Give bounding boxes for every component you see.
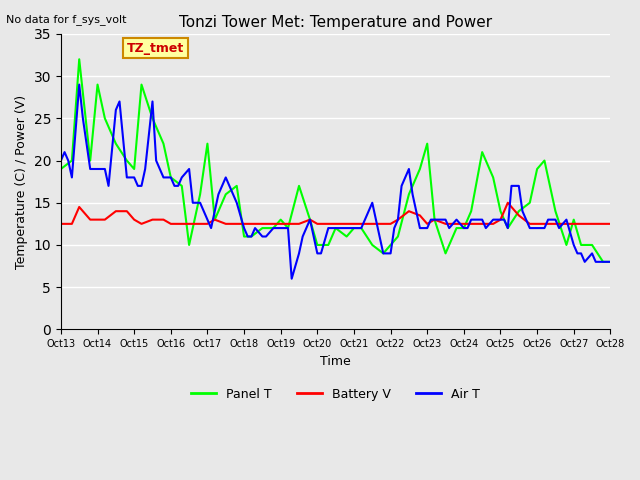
Battery V: [504, 200, 511, 205]
Line: Air T: Air T: [61, 84, 611, 279]
Legend: Panel T, Battery V, Air T: Panel T, Battery V, Air T: [186, 383, 485, 406]
Air T: [463, 225, 471, 231]
Battery V: [57, 221, 65, 227]
Air T: [57, 157, 65, 163]
Panel T: [76, 56, 83, 62]
Panel T: [196, 192, 204, 197]
Air T: [76, 82, 83, 87]
X-axis label: Time: Time: [320, 355, 351, 368]
Battery V: [387, 221, 394, 227]
Panel T: [607, 259, 614, 264]
Panel T: [541, 157, 548, 163]
Panel T: [57, 166, 65, 172]
Panel T: [178, 183, 186, 189]
Air T: [607, 259, 614, 264]
Air T: [61, 149, 68, 155]
Battery V: [167, 221, 175, 227]
Air T: [269, 225, 277, 231]
Line: Panel T: Panel T: [61, 59, 611, 262]
Panel T: [358, 225, 365, 231]
Text: No data for f_sys_volt: No data for f_sys_volt: [6, 14, 127, 25]
Battery V: [607, 221, 614, 227]
Y-axis label: Temperature (C) / Power (V): Temperature (C) / Power (V): [15, 95, 28, 269]
Air T: [299, 234, 307, 240]
Panel T: [599, 259, 607, 264]
Panel T: [259, 225, 266, 231]
Text: TZ_tmet: TZ_tmet: [127, 42, 184, 55]
Battery V: [185, 221, 193, 227]
Title: Tonzi Tower Met: Temperature and Power: Tonzi Tower Met: Temperature and Power: [179, 15, 492, 30]
Battery V: [248, 221, 255, 227]
Battery V: [350, 221, 358, 227]
Air T: [467, 217, 475, 223]
Battery V: [541, 221, 548, 227]
Air T: [288, 276, 296, 282]
Panel T: [394, 234, 402, 240]
Air T: [134, 183, 141, 189]
Line: Battery V: Battery V: [61, 203, 611, 224]
